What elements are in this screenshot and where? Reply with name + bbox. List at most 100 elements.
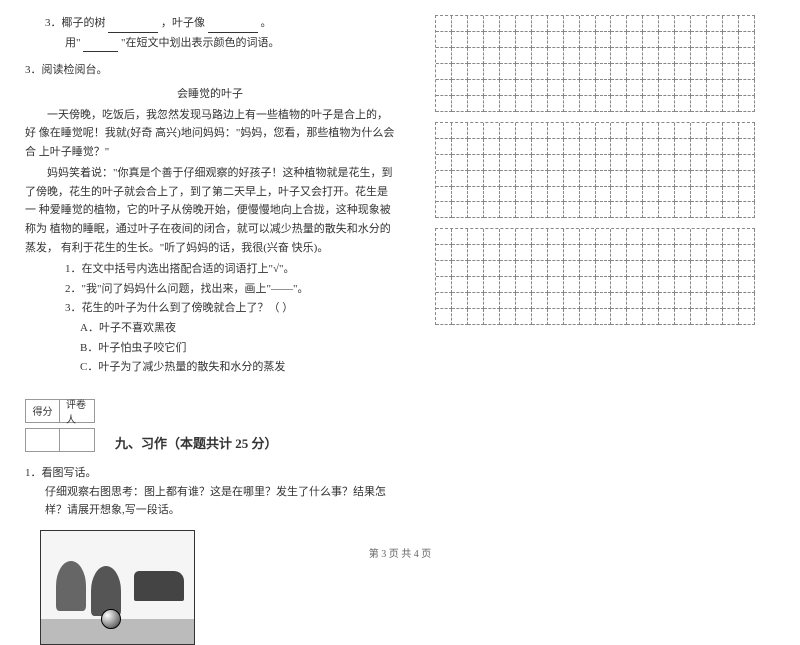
- grid-cell[interactable]: [707, 48, 723, 64]
- grid-cell[interactable]: [532, 155, 548, 171]
- grid-cell[interactable]: [643, 139, 659, 155]
- grid-cell[interactable]: [500, 187, 516, 203]
- grid-cell[interactable]: [707, 96, 723, 112]
- grid-cell[interactable]: [611, 187, 627, 203]
- grid-cell[interactable]: [484, 202, 500, 218]
- grid-cell[interactable]: [596, 229, 612, 245]
- grid-cell[interactable]: [468, 277, 484, 293]
- grid-cell[interactable]: [611, 155, 627, 171]
- grid-cell[interactable]: [516, 293, 532, 309]
- grid-cell[interactable]: [548, 80, 564, 96]
- grid-cell[interactable]: [723, 171, 739, 187]
- grid-cell[interactable]: [739, 48, 755, 64]
- grid-cell[interactable]: [484, 261, 500, 277]
- grid-cell[interactable]: [596, 64, 612, 80]
- grid-cell[interactable]: [500, 202, 516, 218]
- grid-cell[interactable]: [500, 309, 516, 325]
- grid-cell[interactable]: [532, 96, 548, 112]
- grid-cell[interactable]: [596, 123, 612, 139]
- grid-cell[interactable]: [484, 155, 500, 171]
- grid-cell[interactable]: [675, 32, 691, 48]
- grid-cell[interactable]: [564, 64, 580, 80]
- grid-cell[interactable]: [643, 202, 659, 218]
- grid-cell[interactable]: [659, 245, 675, 261]
- grid-cell[interactable]: [675, 64, 691, 80]
- reviewer-input[interactable]: [60, 428, 95, 452]
- grid-cell[interactable]: [675, 293, 691, 309]
- grid-cell[interactable]: [564, 48, 580, 64]
- grid-cell[interactable]: [484, 187, 500, 203]
- grid-cell[interactable]: [452, 293, 468, 309]
- grid-cell[interactable]: [548, 16, 564, 32]
- grid-cell[interactable]: [580, 80, 596, 96]
- grid-cell[interactable]: [659, 139, 675, 155]
- grid-cell[interactable]: [659, 80, 675, 96]
- grid-cell[interactable]: [468, 139, 484, 155]
- grid-cell[interactable]: [739, 96, 755, 112]
- grid-cell[interactable]: [675, 245, 691, 261]
- grid-cell[interactable]: [452, 48, 468, 64]
- blank-field[interactable]: [208, 21, 258, 33]
- grid-cell[interactable]: [611, 123, 627, 139]
- grid-cell[interactable]: [484, 48, 500, 64]
- grid-cell[interactable]: [436, 155, 452, 171]
- grid-cell[interactable]: [548, 202, 564, 218]
- grid-cell[interactable]: [739, 123, 755, 139]
- grid-cell[interactable]: [707, 261, 723, 277]
- grid-cell[interactable]: [468, 187, 484, 203]
- grid-cell[interactable]: [675, 261, 691, 277]
- grid-cell[interactable]: [596, 261, 612, 277]
- grid-cell[interactable]: [723, 80, 739, 96]
- grid-cell[interactable]: [516, 202, 532, 218]
- grid-cell[interactable]: [436, 229, 452, 245]
- grid-cell[interactable]: [516, 261, 532, 277]
- grid-cell[interactable]: [691, 155, 707, 171]
- grid-cell[interactable]: [532, 64, 548, 80]
- grid-cell[interactable]: [468, 16, 484, 32]
- grid-cell[interactable]: [500, 139, 516, 155]
- grid-cell[interactable]: [691, 80, 707, 96]
- grid-cell[interactable]: [516, 64, 532, 80]
- grid-cell[interactable]: [564, 293, 580, 309]
- grid-cell[interactable]: [611, 171, 627, 187]
- grid-cell[interactable]: [468, 96, 484, 112]
- grid-cell[interactable]: [452, 32, 468, 48]
- writing-grid[interactable]: [435, 15, 755, 112]
- grid-cell[interactable]: [596, 309, 612, 325]
- grid-cell[interactable]: [436, 245, 452, 261]
- grid-cell[interactable]: [707, 32, 723, 48]
- grid-cell[interactable]: [627, 187, 643, 203]
- grid-cell[interactable]: [739, 245, 755, 261]
- grid-cell[interactable]: [659, 293, 675, 309]
- grid-cell[interactable]: [516, 309, 532, 325]
- grid-cell[interactable]: [723, 64, 739, 80]
- grid-cell[interactable]: [468, 32, 484, 48]
- grid-cell[interactable]: [500, 229, 516, 245]
- grid-cell[interactable]: [691, 245, 707, 261]
- grid-cell[interactable]: [500, 171, 516, 187]
- grid-cell[interactable]: [500, 80, 516, 96]
- grid-cell[interactable]: [627, 277, 643, 293]
- grid-cell[interactable]: [436, 16, 452, 32]
- grid-cell[interactable]: [548, 123, 564, 139]
- writing-grid[interactable]: [435, 228, 755, 325]
- grid-cell[interactable]: [627, 32, 643, 48]
- grid-cell[interactable]: [643, 16, 659, 32]
- grid-cell[interactable]: [484, 80, 500, 96]
- blank-field[interactable]: [83, 40, 118, 52]
- grid-cell[interactable]: [675, 187, 691, 203]
- grid-cell[interactable]: [627, 16, 643, 32]
- grid-cell[interactable]: [611, 202, 627, 218]
- grid-cell[interactable]: [596, 16, 612, 32]
- grid-cell[interactable]: [723, 229, 739, 245]
- grid-cell[interactable]: [580, 96, 596, 112]
- grid-cell[interactable]: [596, 80, 612, 96]
- grid-cell[interactable]: [659, 187, 675, 203]
- grid-cell[interactable]: [659, 229, 675, 245]
- grid-cell[interactable]: [580, 245, 596, 261]
- grid-cell[interactable]: [468, 261, 484, 277]
- grid-cell[interactable]: [484, 277, 500, 293]
- grid-cell[interactable]: [548, 245, 564, 261]
- grid-cell[interactable]: [643, 80, 659, 96]
- grid-cell[interactable]: [675, 155, 691, 171]
